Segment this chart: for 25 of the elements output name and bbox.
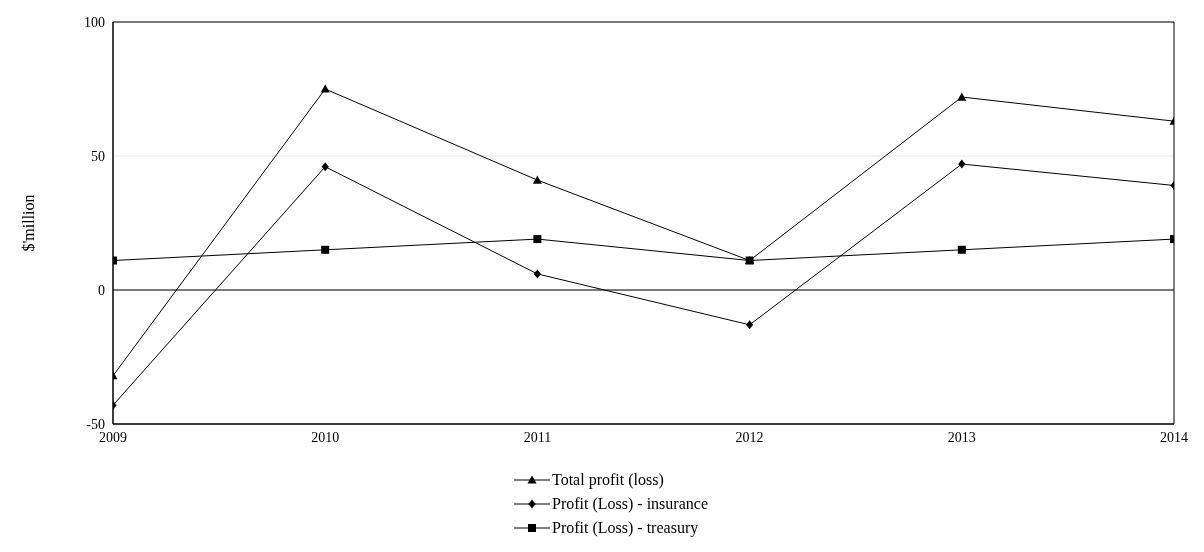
point — [533, 235, 542, 244]
legend-label: Total profit (loss) — [552, 471, 664, 489]
legend-label: Profit (Loss) - insurance — [552, 495, 708, 513]
point — [321, 162, 329, 172]
point — [320, 84, 330, 93]
legend-label: Profit (Loss) - treasury — [552, 519, 699, 537]
x-tick-label: 2009 — [99, 429, 127, 445]
point — [957, 92, 967, 101]
x-tick-label: 2014 — [1160, 429, 1188, 445]
y-tick-label: 100 — [84, 14, 105, 30]
point — [532, 175, 542, 184]
x-tick-label: 2011 — [523, 429, 552, 445]
x-tick-label: 2012 — [735, 429, 764, 445]
point — [321, 245, 330, 254]
point — [958, 159, 966, 169]
y-tick-label: -50 — [86, 416, 105, 432]
point — [745, 256, 754, 265]
x-tick-label: 2010 — [311, 429, 340, 445]
x-tick-label: 2013 — [947, 429, 976, 445]
y-tick-label: 50 — [91, 148, 105, 164]
y-axis-title: $'million — [19, 194, 37, 252]
point — [533, 269, 541, 279]
point — [746, 320, 754, 330]
y-tick-label: 0 — [98, 282, 105, 298]
point — [957, 245, 966, 254]
